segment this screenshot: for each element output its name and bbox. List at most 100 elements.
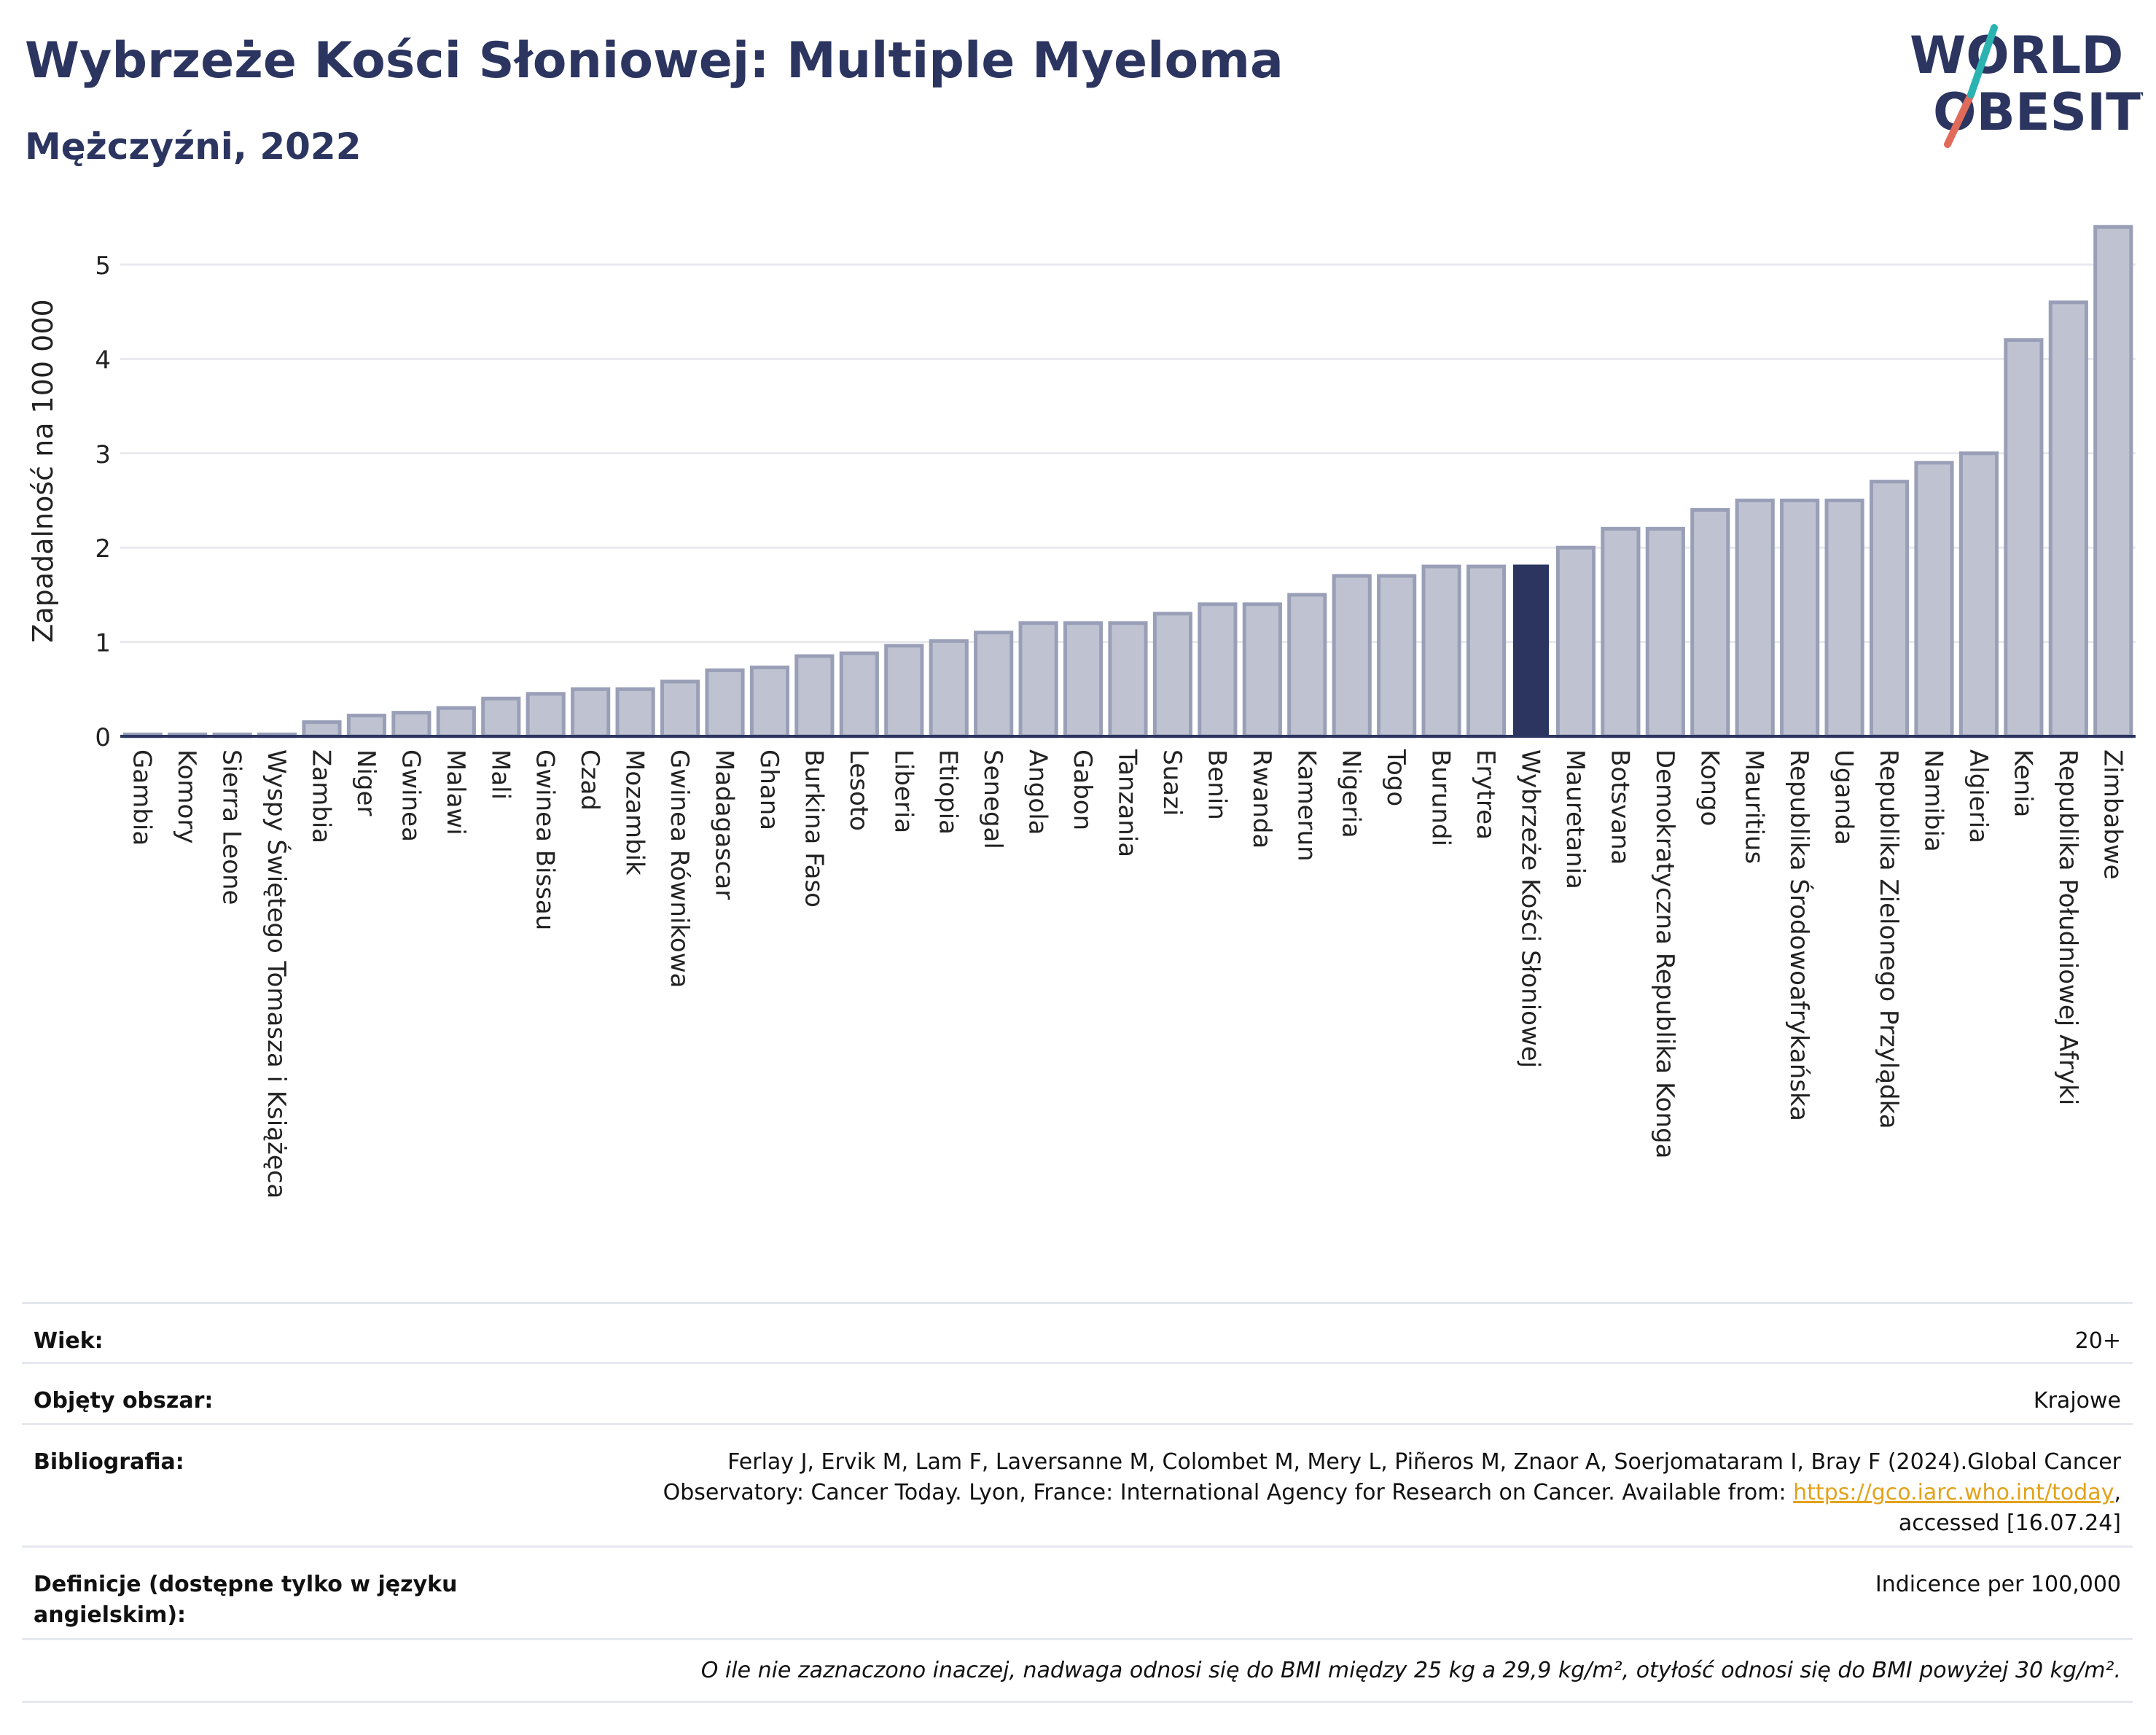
bar-32 xyxy=(1555,545,1596,738)
footnote-text: O ile nie zaznaczono inaczej, nadwaga od… xyxy=(700,1658,2121,1683)
bibliography-comma: , xyxy=(2114,1480,2121,1505)
x-tick-label: Tanzania xyxy=(1113,749,1142,857)
x-tick-label: Zimbabwe xyxy=(2098,749,2127,880)
bar-43 xyxy=(2048,300,2088,738)
bar-22 xyxy=(1108,621,1148,738)
bar-39 xyxy=(1869,480,1910,738)
x-tick-label: Erytrea xyxy=(1471,749,1500,840)
x-tick-label: Burundi xyxy=(1426,749,1456,846)
y-tick-label: 0 xyxy=(95,723,111,752)
bar-8 xyxy=(481,696,521,738)
bar-36 xyxy=(1735,499,1775,738)
x-tick-label: Lesoto xyxy=(844,749,873,831)
x-tick-label: Mali xyxy=(485,749,515,800)
info-row-definitions: Definicje (dostępne tylko w języku angie… xyxy=(22,1548,2133,1640)
bar-29 xyxy=(1421,564,1461,738)
bar-13 xyxy=(705,668,745,738)
x-tick-label: Republika Południowej Afryki xyxy=(2053,749,2082,1105)
bar-19 xyxy=(974,631,1014,738)
x-tick-label: Namibia xyxy=(1919,749,1948,852)
x-tick-label: Wybrzeże Kości Słoniowej xyxy=(1516,749,1545,1068)
y-tick-label: 2 xyxy=(95,534,111,564)
bibliography-value: Ferlay J, Ervik M, Lam F, Laversanne M, … xyxy=(590,1447,2121,1539)
y-tick-label: 1 xyxy=(95,629,111,658)
world-obesity-logo: WORLD OBESITY xyxy=(1910,24,2143,148)
x-tick-label: Ghana xyxy=(754,749,784,830)
bar-37 xyxy=(1780,499,1820,738)
y-tick-label: 3 xyxy=(95,440,111,469)
x-tick-label: Rwanda xyxy=(1247,749,1276,849)
bar-42 xyxy=(2004,338,2044,738)
logo-slash-teal xyxy=(1967,24,1998,98)
info-row-coverage: Objęty obszar: Krajowe xyxy=(22,1364,2133,1425)
logo-line-1: WORLD xyxy=(1910,26,2123,85)
logo-slash-red xyxy=(1944,91,1975,148)
x-tick-label: Burkina Faso xyxy=(799,749,828,908)
info-row-age: Wiek: 20+ xyxy=(22,1304,2133,1364)
x-tick-label: Madagascar xyxy=(710,749,739,900)
bar-11 xyxy=(615,687,655,738)
bar-20 xyxy=(1018,621,1058,738)
bar-7 xyxy=(436,706,476,738)
bar-16 xyxy=(839,651,879,738)
label-layer: 0 1 2 3 4 5 Gambia Komory Sierra Leone Wyspy Świę… xyxy=(95,252,2127,1198)
coverage-value: Krajowe xyxy=(2033,1388,2121,1414)
footnote: O ile nie zaznaczono inaczej, nadwaga od… xyxy=(22,1640,2133,1703)
bar-31 xyxy=(1512,564,1550,736)
x-tick-label: Mauritius xyxy=(1740,749,1769,864)
x-tick-label: Angola xyxy=(1023,749,1052,835)
x-tick-label: Sierra Leone xyxy=(217,749,246,905)
bar-10 xyxy=(571,687,611,738)
x-tick-label: Suazi xyxy=(1157,749,1187,816)
x-tick-label: Czad xyxy=(575,749,604,811)
y-tick-label: 5 xyxy=(95,252,111,281)
definitions-label: Definicje (dostępne tylko w języku angie… xyxy=(34,1572,458,1628)
x-tick-label: Benin xyxy=(1202,749,1231,820)
x-tick-label: Demokratyczna Republika Konga xyxy=(1650,749,1679,1158)
bar-41 xyxy=(1958,451,1999,738)
page-title: Wybrzeże Kości Słoniowej: Multiple Myelo… xyxy=(25,32,1284,90)
coverage-label: Objęty obszar: xyxy=(34,1388,214,1414)
x-tick-label: Togo xyxy=(1381,749,1410,806)
bar-44 xyxy=(2093,225,2133,738)
x-tick-label: Malawi xyxy=(441,749,470,835)
x-tick-label: Kenia xyxy=(2008,749,2037,817)
bibliography-line-1: Ferlay J, Ervik M, Lam F, Laversanne M, … xyxy=(727,1449,2121,1475)
bibliography-line-2: Observatory: Cancer Today. Lyon, France:… xyxy=(590,1478,2121,1508)
bar-34 xyxy=(1645,526,1685,738)
x-tick-label: Kamerun xyxy=(1292,749,1321,862)
bar-21 xyxy=(1063,621,1104,738)
bar-chart: 0 1 2 3 4 5 Gambia Komory Sierra Leone Wyspy Świę… xyxy=(27,225,2136,1198)
bibliography-label: Bibliografia: xyxy=(34,1449,184,1475)
x-tick-label: Wyspy Świętego Tomasza i Książęca xyxy=(262,749,292,1198)
x-tick-label: Etiopia xyxy=(934,749,963,835)
x-tick-label: Niger xyxy=(351,749,380,816)
bar-24 xyxy=(1198,602,1238,738)
bar-38 xyxy=(1824,499,1864,738)
definitions-value: Indicence per 100,000 xyxy=(1875,1572,2121,1597)
bar-23 xyxy=(1152,612,1193,738)
y-tick-label: 4 xyxy=(95,346,111,375)
age-label: Wiek: xyxy=(34,1328,103,1354)
bar-6 xyxy=(391,711,431,738)
x-tick-label: Uganda xyxy=(1829,749,1859,845)
bar-15 xyxy=(794,654,835,738)
x-tick-label: Liberia xyxy=(888,749,918,833)
bar-4 xyxy=(302,720,342,738)
x-tick-label: Gabon xyxy=(1068,749,1097,830)
info-row-bibliography: Bibliografia: Ferlay J, Ervik M, Lam F, … xyxy=(22,1425,2133,1548)
y-axis-label: Zapadalność na 100 000 xyxy=(27,299,59,642)
bar-layer xyxy=(120,225,2136,738)
x-tick-label: Gwinea Równikowa xyxy=(665,749,694,988)
x-tick-label: Mozambik xyxy=(620,749,649,876)
bar-26 xyxy=(1287,593,1327,738)
x-tick-label: Gwinea Bissau xyxy=(531,749,560,930)
x-tick-label: Mauretania xyxy=(1561,749,1590,889)
x-tick-label: Republika Środowoafrykańska xyxy=(1784,749,1814,1121)
gco-link[interactable]: https://gco.iarc.who.int/today xyxy=(1793,1480,2114,1505)
x-tick-label: Republika Zielonego Przylądka xyxy=(1874,749,1903,1129)
bar-9 xyxy=(526,692,566,738)
x-tick-label: Gambia xyxy=(128,749,157,846)
x-tick-label: Algieria xyxy=(1964,749,1993,843)
bibliography-line-3: accessed [16.07.24] xyxy=(1898,1510,2121,1536)
